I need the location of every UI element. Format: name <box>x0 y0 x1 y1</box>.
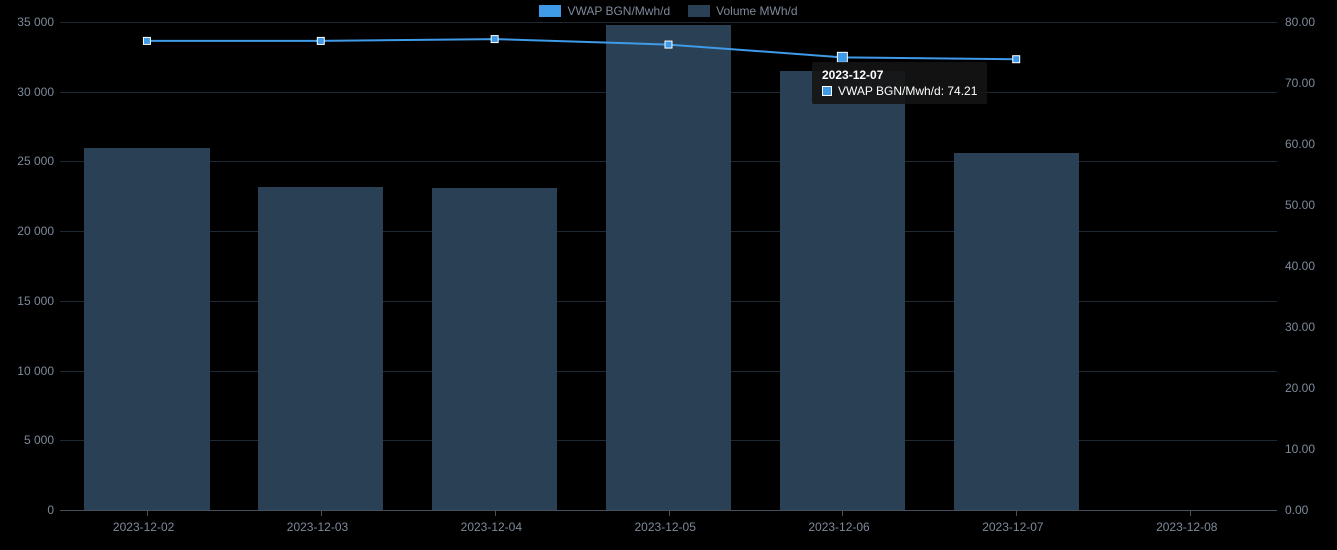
y-left-tick-label: 35 000 <box>17 15 54 29</box>
x-tick-label: 2023-12-08 <box>1156 520 1217 534</box>
bar[interactable] <box>258 187 383 510</box>
legend-swatch <box>539 5 561 17</box>
x-tick <box>1190 510 1191 516</box>
line-marker[interactable] <box>143 37 150 44</box>
chart-legend: VWAP BGN/Mwh/d Volume MWh/d <box>0 0 1337 18</box>
y-left-tick-label: 25 000 <box>17 154 54 168</box>
gridline <box>60 22 1277 23</box>
legend-swatch <box>688 5 710 17</box>
x-tick <box>669 510 670 516</box>
x-tick-label: 2023-12-05 <box>635 520 696 534</box>
chart: VWAP BGN/Mwh/d Volume MWh/d 2023-12-07 VW… <box>0 0 1337 550</box>
y-right-tick-label: 50.00 <box>1285 198 1315 212</box>
x-tick <box>321 510 322 516</box>
x-tick <box>495 510 496 516</box>
y-right-tick-label: 70.00 <box>1285 76 1315 90</box>
x-tick <box>842 510 843 516</box>
y-left-tick-label: 15 000 <box>17 294 54 308</box>
y-right-tick-label: 40.00 <box>1285 259 1315 273</box>
bar[interactable] <box>780 71 905 510</box>
legend-label: VWAP BGN/Mwh/d <box>567 4 670 18</box>
x-tick-label: 2023-12-02 <box>113 520 174 534</box>
x-tick-label: 2023-12-04 <box>461 520 522 534</box>
line-marker[interactable] <box>837 52 847 62</box>
y-right-tick-label: 0.00 <box>1285 503 1308 517</box>
y-left-tick-label: 10 000 <box>17 364 54 378</box>
y-left-tick-label: 5 000 <box>24 433 54 447</box>
bar[interactable] <box>84 148 209 511</box>
bar[interactable] <box>954 153 1079 510</box>
x-tick <box>147 510 148 516</box>
chart-tooltip: 2023-12-07 VWAP BGN/Mwh/d: 74.21 <box>812 62 987 104</box>
x-tick-label: 2023-12-06 <box>808 520 869 534</box>
y-left-tick-label: 0 <box>47 503 54 517</box>
tooltip-swatch <box>822 86 832 96</box>
line-marker[interactable] <box>317 37 324 44</box>
y-left-tick-label: 20 000 <box>17 224 54 238</box>
y-right-tick-label: 80.00 <box>1285 15 1315 29</box>
legend-item[interactable]: VWAP BGN/Mwh/d <box>539 4 670 18</box>
bar[interactable] <box>432 188 557 510</box>
tooltip-title: 2023-12-07 <box>822 68 977 82</box>
legend-item[interactable]: Volume MWh/d <box>688 4 797 18</box>
line-marker[interactable] <box>491 36 498 43</box>
x-tick-label: 2023-12-07 <box>982 520 1043 534</box>
tooltip-text: VWAP BGN/Mwh/d: 74.21 <box>838 84 977 98</box>
line-marker[interactable] <box>1013 56 1020 63</box>
bar[interactable] <box>606 25 731 510</box>
legend-label: Volume MWh/d <box>716 4 797 18</box>
chart-plot-area <box>60 22 1277 510</box>
y-right-tick-label: 60.00 <box>1285 137 1315 151</box>
x-tick <box>1016 510 1017 516</box>
y-right-tick-label: 30.00 <box>1285 320 1315 334</box>
y-right-tick-label: 20.00 <box>1285 381 1315 395</box>
y-left-tick-label: 30 000 <box>17 85 54 99</box>
x-tick-label: 2023-12-03 <box>287 520 348 534</box>
y-right-tick-label: 10.00 <box>1285 442 1315 456</box>
